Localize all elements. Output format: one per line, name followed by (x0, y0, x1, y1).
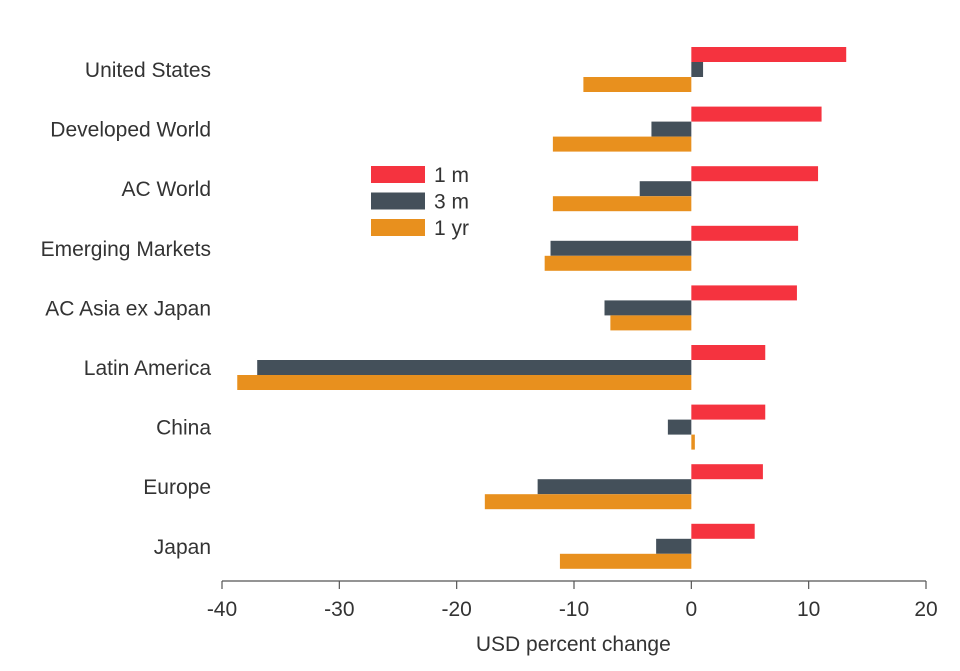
category-label: AC Asia ex Japan (45, 297, 211, 320)
category-label: Japan (154, 536, 211, 559)
category-label: Emerging Markets (41, 238, 211, 261)
bar-1yr-2 (552, 196, 692, 212)
legend-swatch-2 (371, 219, 425, 236)
bar-1yr-6 (691, 434, 695, 450)
bar-3m-8 (656, 538, 692, 554)
bar-1m-1 (691, 106, 822, 122)
x-tick-label: 20 (914, 598, 937, 621)
category-label: Latin America (84, 357, 212, 380)
bar-1yr-7 (484, 494, 692, 510)
bar-1m-0 (691, 47, 847, 62)
category-label: AC World (122, 178, 211, 201)
bar-1yr-1 (552, 136, 692, 152)
bar-3m-0 (691, 62, 704, 77)
legend-label-0: 1 m (434, 164, 469, 187)
bar-3m-4 (604, 300, 692, 316)
category-label: China (156, 417, 211, 440)
bar-1m-7 (691, 464, 763, 480)
bar-3m-3 (550, 240, 692, 256)
category-label: Developed World (50, 119, 211, 142)
bar-1m-2 (691, 166, 819, 182)
bar-3m-5 (257, 360, 692, 375)
bar-1m-3 (691, 225, 799, 241)
bar-1yr-5 (237, 375, 692, 390)
x-tick-label: -40 (207, 598, 237, 621)
bar-1yr-3 (544, 255, 692, 271)
bar-1yr-4 (610, 315, 692, 331)
x-axis-label: USD percent change (476, 633, 671, 656)
bar-1yr-8 (559, 553, 692, 569)
bar-1m-5 (691, 345, 766, 360)
x-tick-label: -10 (559, 598, 589, 621)
legend-label-2: 1 yr (434, 217, 469, 240)
bar-3m-6 (667, 419, 692, 435)
bar-3m-7 (537, 479, 692, 495)
category-label: United States (85, 59, 211, 82)
bar-3m-1 (651, 121, 692, 137)
category-label: Europe (143, 476, 211, 499)
bar-1m-4 (691, 285, 797, 301)
bar-1m-6 (691, 404, 766, 420)
bar-1m-8 (691, 523, 755, 539)
bar-3m-2 (639, 181, 692, 197)
x-tick-label: 0 (685, 598, 697, 621)
legend-swatch-0 (371, 166, 425, 183)
legend-label-1: 3 m (434, 191, 469, 214)
x-tick-label: -20 (441, 598, 471, 621)
legend-swatch-1 (371, 192, 425, 210)
x-tick-label: -30 (324, 598, 354, 621)
x-tick-label: 10 (797, 598, 820, 621)
bar-1yr-0 (583, 77, 692, 92)
